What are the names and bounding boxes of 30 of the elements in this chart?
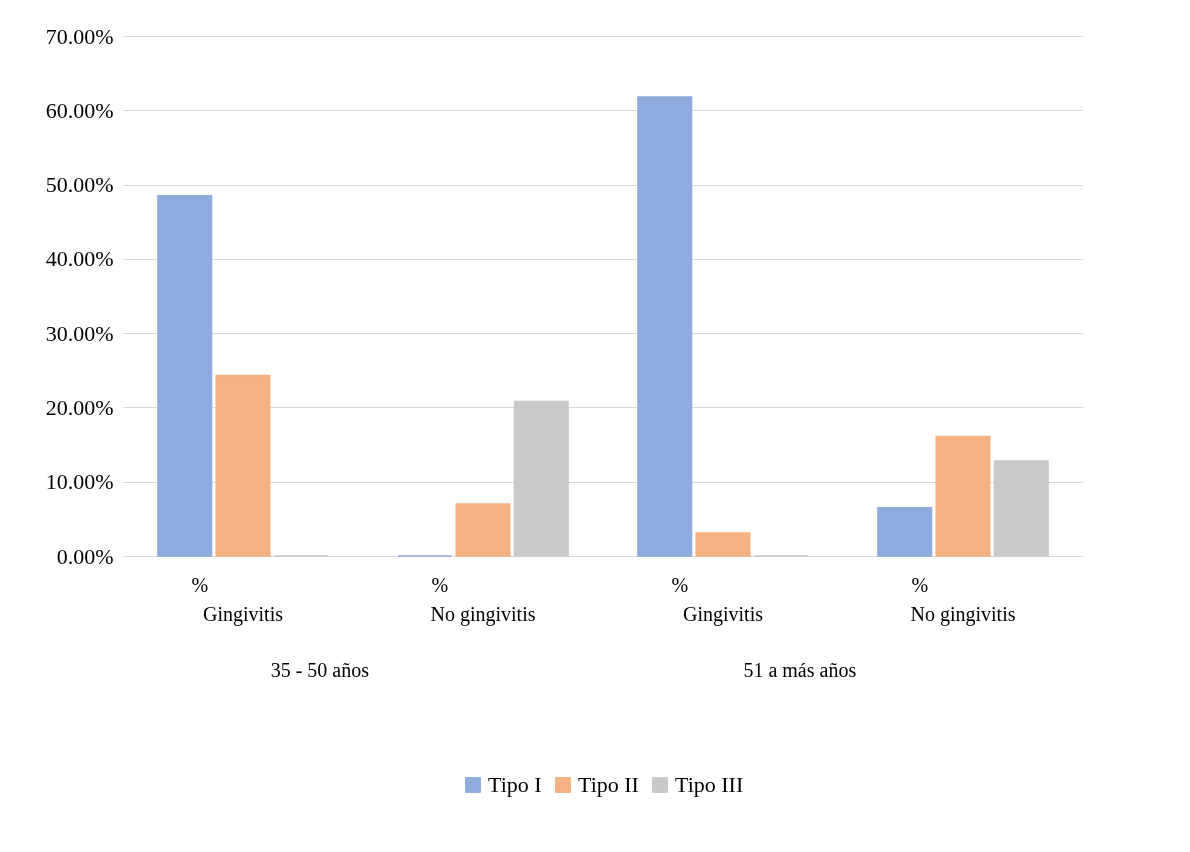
text: 35 - 50 años [270,659,370,681]
y-tick-label: 60.00% [45,97,114,123]
bar [157,194,213,557]
bar [455,503,511,557]
bar [513,400,569,557]
y-tick-label: 0.00% [56,543,114,569]
x-tick-label: No gingivitis [910,602,1016,626]
x-tick-label: Gingivitis [202,602,284,626]
y-tick-label: 50.00% [45,172,114,198]
x-tick-label: Gingivitis [682,602,764,626]
bar [877,506,933,557]
y-tick-label: 70.00% [45,23,114,49]
y-tick-label: 20.00% [45,394,114,420]
bar [215,374,271,557]
legend-label: Tipo I [488,772,542,797]
text: 51 a más años [743,659,857,681]
x-tick-label: No gingivitis [430,602,536,626]
text: % [431,574,449,596]
y-tick-label: 30.00% [45,320,114,346]
text: % [191,574,209,596]
text: % [671,574,689,596]
bar [695,532,751,557]
bar [993,460,1049,557]
legend-label: Tipo III [675,772,744,797]
bar [935,435,991,557]
bar [637,96,693,557]
y-tick-label: 40.00% [45,246,114,272]
text: % [911,574,929,596]
y-tick-label: 10.00% [45,469,114,495]
legend-label: Tipo II [578,772,639,797]
